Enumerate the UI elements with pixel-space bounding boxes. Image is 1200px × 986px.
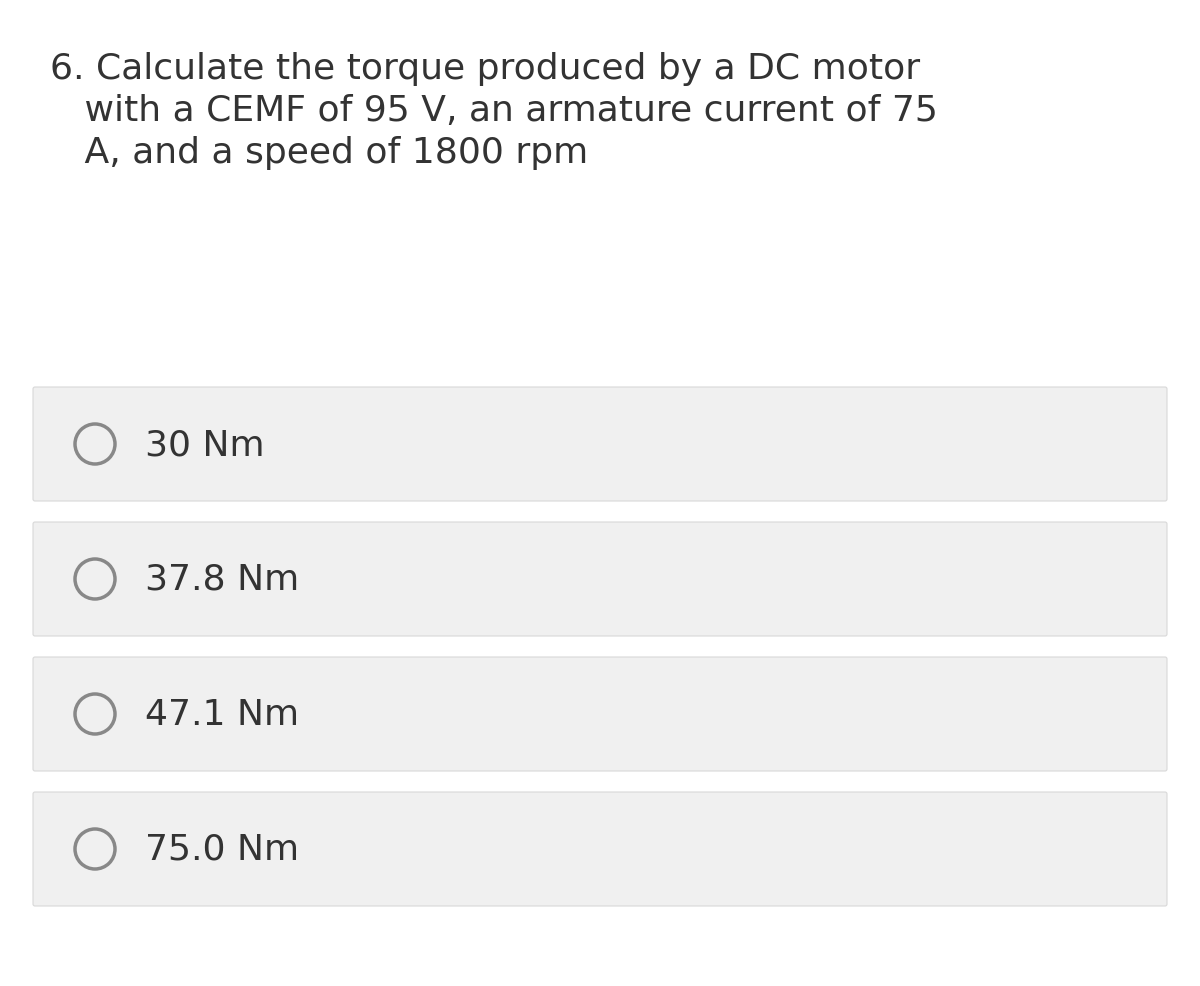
FancyBboxPatch shape (34, 792, 1166, 906)
FancyBboxPatch shape (34, 387, 1166, 502)
Text: A, and a speed of 1800 rpm: A, and a speed of 1800 rpm (50, 136, 588, 170)
Text: 75.0 Nm: 75.0 Nm (145, 832, 299, 866)
Circle shape (74, 829, 115, 869)
Circle shape (74, 694, 115, 735)
FancyBboxPatch shape (34, 523, 1166, 636)
Text: with a CEMF of 95 V, an armature current of 75: with a CEMF of 95 V, an armature current… (50, 94, 938, 128)
Text: 37.8 Nm: 37.8 Nm (145, 562, 299, 597)
Text: 30 Nm: 30 Nm (145, 428, 265, 461)
Circle shape (74, 425, 115, 464)
Text: 6. Calculate the torque produced by a DC motor: 6. Calculate the torque produced by a DC… (50, 52, 920, 86)
Circle shape (74, 559, 115, 599)
Text: 47.1 Nm: 47.1 Nm (145, 697, 299, 732)
FancyBboxPatch shape (34, 658, 1166, 771)
